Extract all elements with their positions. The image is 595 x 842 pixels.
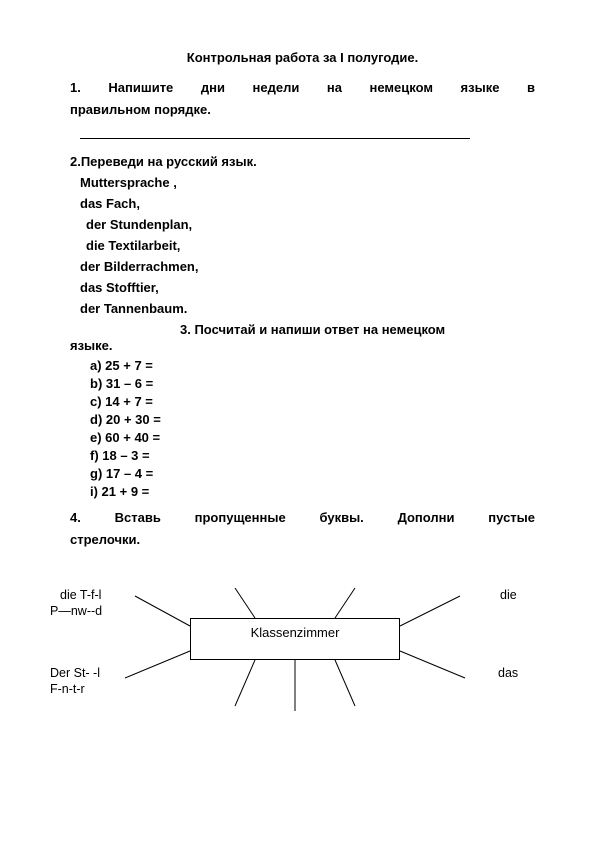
word-2: das Fach, (80, 196, 535, 211)
word-4: die Textilarbeit, (86, 238, 535, 253)
math-a: а) 25 + 7 = (90, 358, 535, 373)
task4-line2: стрелочки. (70, 531, 535, 549)
math-c: c) 14 + 7 = (90, 394, 535, 409)
word-5: der Bilderrachmen, (80, 259, 535, 274)
answer-line (80, 124, 470, 139)
label-top-left: die T-f-l (60, 588, 101, 602)
task4-line1: 4. Вставь пропущенные буквы. Дополни пус… (70, 509, 535, 527)
math-e: e) 60 + 40 = (90, 430, 535, 445)
word-7: der Tannenbaum. (80, 301, 535, 316)
word-1: Muttersprache , (80, 175, 535, 190)
task3-heading-b: языке. (70, 337, 535, 355)
task1-line1: 1. Напишите дни недели на немецком языке… (70, 79, 535, 97)
document-title: Контрольная работа за I полугодие. (70, 50, 535, 65)
task1-line2: правильном порядке. (70, 101, 535, 119)
task3-text: 3. Посчитай и напиши ответ на немецком (180, 322, 445, 337)
task2-heading: 2.Переведи на русский язык. (70, 153, 535, 171)
label-bot-right: das (498, 666, 518, 680)
math-f: f) 18 – 3 = (90, 448, 535, 463)
label-mid-left: P—nw--d (50, 604, 102, 618)
math-b: b) 31 – 6 = (90, 376, 535, 391)
diagram-center-box: Klassenzimmer (190, 618, 400, 660)
math-g: g) 17 – 4 = (90, 466, 535, 481)
math-i: i) 21 + 9 = (90, 484, 535, 499)
word-3: der Stundenplan, (86, 217, 535, 232)
word-6: das Stofftier, (80, 280, 535, 295)
math-d: d) 20 + 30 = (90, 412, 535, 427)
label-top-right: die (500, 588, 517, 602)
label-bot-left: Der St- -l (50, 666, 100, 680)
label-bot-left2: F-n-t-r (50, 682, 85, 696)
task3-heading: 3. Посчитай и напиши ответ на немецком (70, 322, 535, 337)
klassenzimmer-diagram: Klassenzimmer die T-f-l die P—nw--d Der … (70, 566, 530, 746)
